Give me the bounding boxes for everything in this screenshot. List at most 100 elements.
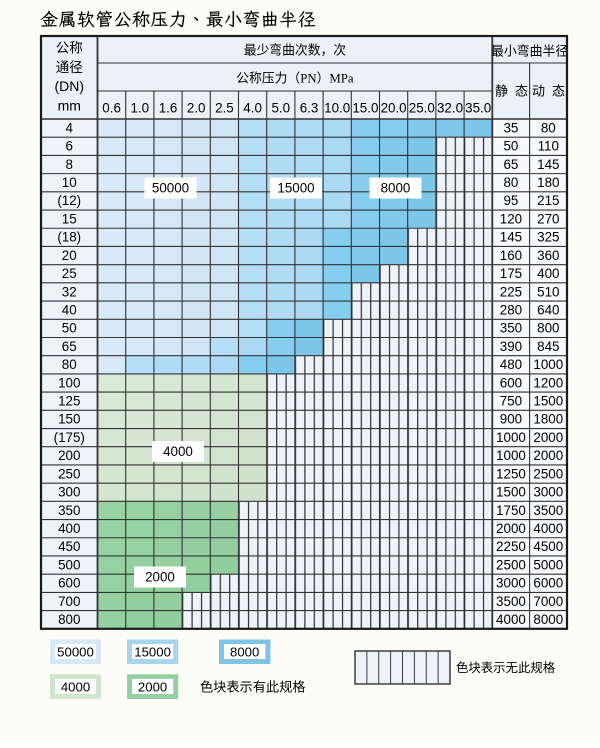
svg-text:5000: 5000 [533,557,563,572]
svg-text:110: 110 [538,139,559,154]
svg-text:900: 900 [500,412,522,427]
svg-text:公称: 公称 [56,37,83,57]
svg-text:5.0: 5.0 [271,100,290,115]
svg-text:65: 65 [62,339,77,354]
svg-text:25: 25 [62,266,77,281]
svg-text:200: 200 [58,448,80,463]
svg-text:(DN): (DN) [54,78,84,94]
svg-text:32: 32 [62,284,77,299]
svg-text:300: 300 [58,485,80,500]
svg-text:8000: 8000 [381,181,411,196]
svg-text:35: 35 [503,120,518,135]
svg-text:15000: 15000 [134,645,171,660]
svg-text:700: 700 [58,594,80,609]
svg-text:10: 10 [62,175,77,190]
svg-text:mm: mm [58,97,81,113]
svg-text:3000: 3000 [496,576,526,591]
svg-text:1250: 1250 [496,466,526,481]
svg-text:7000: 7000 [533,594,563,609]
svg-text:2000: 2000 [533,448,563,463]
svg-text:色块表示有此规格: 色块表示有此规格 [200,677,306,696]
svg-text:95: 95 [503,193,518,208]
svg-text:450: 450 [58,539,80,554]
svg-text:175: 175 [500,266,522,281]
svg-text:1.0: 1.0 [130,100,149,115]
svg-text:1.6: 1.6 [159,100,178,115]
svg-text:350: 350 [500,321,522,336]
svg-text:4: 4 [66,120,74,135]
svg-text:4000: 4000 [163,444,193,459]
svg-text:4500: 4500 [533,539,563,554]
svg-text:145: 145 [537,157,559,172]
svg-text:20: 20 [62,248,77,263]
svg-text:80: 80 [62,357,77,372]
svg-text:3500: 3500 [496,594,526,609]
svg-text:25.0: 25.0 [409,100,435,115]
svg-text:50: 50 [62,321,77,336]
svg-text:325: 325 [537,230,559,245]
svg-text:15.0: 15.0 [352,100,378,115]
svg-text:80: 80 [503,175,518,190]
svg-text:15000: 15000 [277,181,314,196]
svg-text:1750: 1750 [496,503,526,518]
svg-text:2000: 2000 [533,430,563,445]
svg-text:40: 40 [62,302,77,317]
svg-text:3000: 3000 [533,485,563,500]
svg-text:100: 100 [58,375,80,390]
svg-text:动: 动 [532,81,545,100]
svg-text:4000: 4000 [61,679,90,694]
svg-text:845: 845 [537,339,559,354]
svg-text:180: 180 [537,175,559,190]
svg-text:态: 态 [552,81,565,100]
svg-text:4000: 4000 [496,612,526,627]
svg-text:50: 50 [503,139,518,154]
svg-text:态: 态 [515,81,528,100]
svg-text:8000: 8000 [230,645,259,660]
svg-text:145: 145 [500,230,522,245]
svg-text:(12): (12) [57,193,81,208]
svg-text:15: 15 [62,211,77,226]
svg-text:500: 500 [58,557,80,572]
svg-text:4000: 4000 [533,521,563,536]
svg-text:2500: 2500 [496,557,526,572]
svg-text:2.5: 2.5 [215,100,234,115]
svg-text:250: 250 [58,466,80,481]
svg-text:公称压力（PN）MPa: 公称压力（PN）MPa [236,67,354,86]
svg-text:120: 120 [500,211,522,226]
svg-text:色块表示无此规格: 色块表示无此规格 [456,658,556,676]
svg-text:400: 400 [58,521,80,536]
svg-text:8: 8 [66,157,73,172]
svg-text:1000: 1000 [496,430,526,445]
svg-text:800: 800 [537,321,559,336]
svg-text:32.0: 32.0 [437,100,463,115]
svg-text:6000: 6000 [533,576,563,591]
svg-text:400: 400 [537,266,559,281]
svg-text:80: 80 [541,120,556,135]
svg-text:(18): (18) [57,230,81,245]
svg-text:2.0: 2.0 [187,100,206,115]
svg-text:0.6: 0.6 [102,100,121,115]
svg-text:最小弯曲半径: 最小弯曲半径 [491,41,568,60]
svg-text:750: 750 [500,394,522,409]
svg-text:280: 280 [500,302,522,317]
svg-text:390: 390 [500,339,522,354]
svg-text:2250: 2250 [496,539,526,554]
svg-text:510: 510 [537,284,559,299]
svg-text:125: 125 [58,394,80,409]
svg-text:800: 800 [58,612,80,627]
svg-text:270: 270 [537,211,559,226]
svg-text:2000: 2000 [496,521,526,536]
svg-text:6.3: 6.3 [300,100,319,115]
svg-text:8000: 8000 [533,612,563,627]
svg-text:(175): (175) [54,430,85,445]
svg-text:1800: 1800 [533,412,563,427]
svg-text:215: 215 [537,193,559,208]
svg-text:金属软管公称压力、最小弯曲半径: 金属软管公称压力、最小弯曲半径 [40,8,316,32]
svg-text:2500: 2500 [533,466,563,481]
svg-text:2000: 2000 [145,570,175,585]
svg-text:350: 350 [58,503,80,518]
svg-text:600: 600 [58,576,80,591]
svg-text:1000: 1000 [533,357,563,372]
svg-text:20.0: 20.0 [381,100,407,115]
svg-text:65: 65 [503,157,518,172]
